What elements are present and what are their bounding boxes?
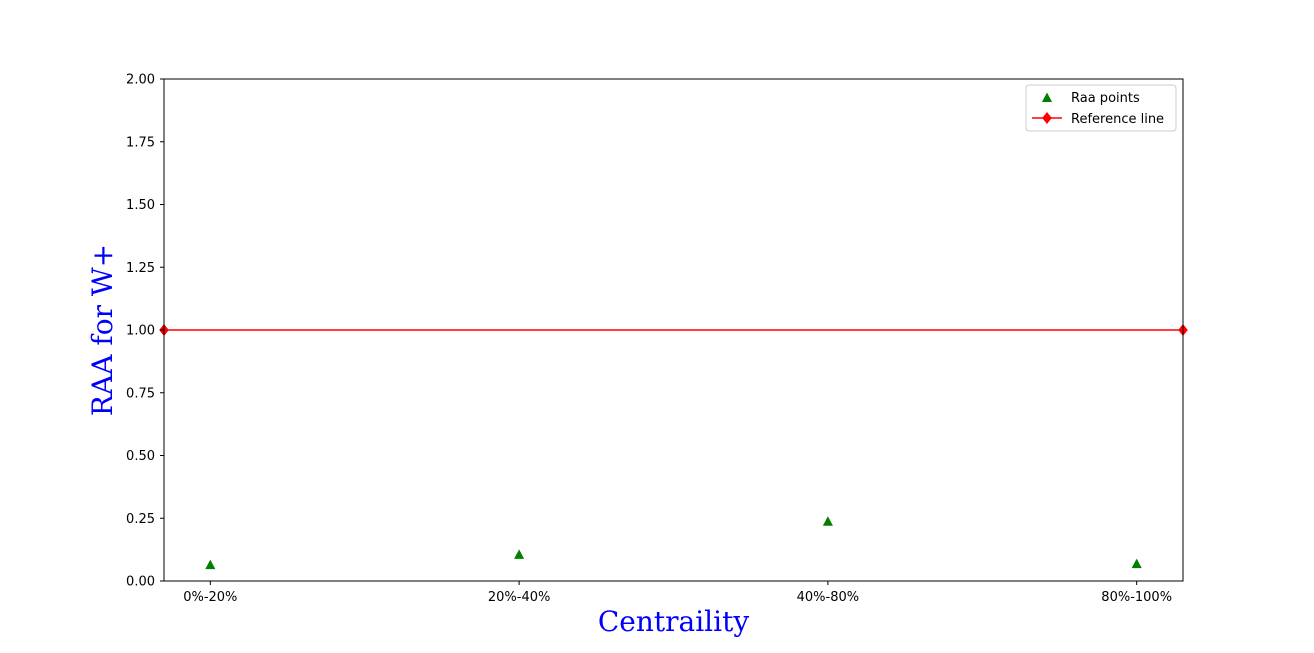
raa-point [822,516,833,526]
y-tick-label: 2.00 [126,73,155,88]
legend: Raa points Reference line [1025,84,1177,132]
y-tick-label: 1.25 [126,261,155,276]
y-tick-label: 0.75 [126,386,155,401]
y-tick-label: 0.25 [126,512,155,527]
legend-marker-triangle [1041,92,1053,102]
x-tick-label: 20%-40% [488,590,550,605]
y-tick-label: 1.50 [126,198,155,213]
legend-label-raa-points: Raa points [1071,91,1140,106]
y-tick-label: 0.50 [126,449,155,464]
legend-label-reference-line: Reference line [1071,112,1164,127]
legend-entry-reference-line: Reference line [1032,112,1164,127]
legend-box [1025,84,1177,132]
raa-point [514,549,525,559]
plot-area [159,324,1188,570]
x-axis-title: Centraility [598,605,749,638]
legend-entry-raa-points: Raa points [1041,91,1140,106]
y-tick-label: 0.00 [126,575,155,590]
x-tick-label: 0%-20% [183,590,237,605]
raa-point [205,559,216,570]
legend-marker-line-diamond [1032,112,1062,124]
axis-ticks: 0.00 0.25 0.50 0.75 1.00 1.25 1.50 1.75 2.00 0%-2… [126,73,1172,606]
legend-diamond-marker [1042,112,1052,124]
y-axis-title: RAA for W+ [86,244,119,416]
legend-triangle-marker [1041,92,1053,102]
y-tick-label: 1.75 [126,135,155,150]
x-tick-label: 40%-80% [797,590,859,605]
x-tick-label: 80%-100% [1101,590,1172,605]
y-tick-label: 1.00 [126,324,155,339]
raa-point [1131,558,1142,569]
